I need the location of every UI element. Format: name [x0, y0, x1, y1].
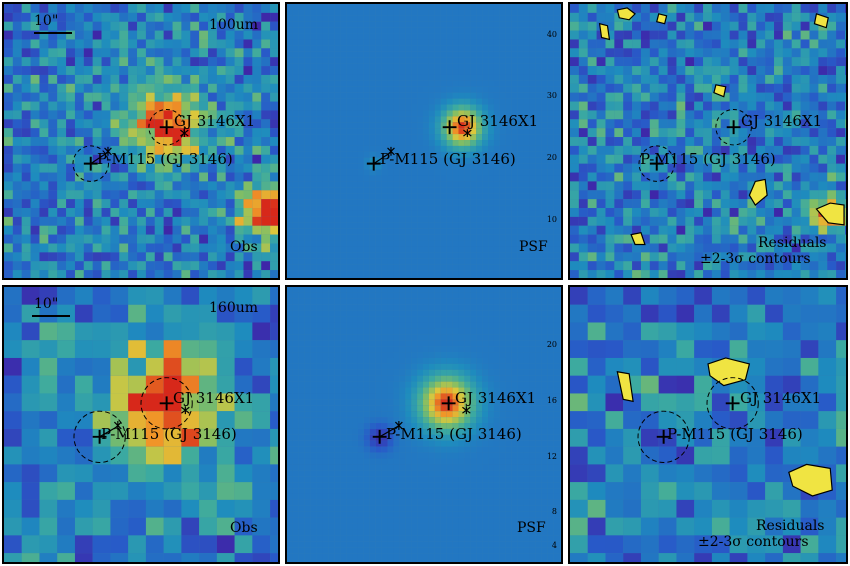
- scale-bar: [32, 315, 70, 317]
- source-label-gj3146x1: GJ 3146X1: [173, 389, 255, 407]
- contours: [598, 7, 845, 246]
- band-label: 100um: [209, 17, 259, 33]
- y-tick: 4: [551, 541, 557, 550]
- scale-bar-label: 10": [34, 296, 59, 312]
- panel-label-obs: Obs: [230, 239, 258, 255]
- source-label-pm115: P-M115 (GJ 3146): [640, 150, 776, 168]
- source-markers: [73, 377, 193, 463]
- y-tick: 20: [546, 340, 557, 349]
- obs-image-160um: [4, 287, 278, 562]
- source-label-pm115: P-M115 (GJ 3146): [380, 150, 516, 168]
- source-markers: [72, 108, 189, 182]
- source-label-gj3146x1: GJ 3146X1: [457, 112, 539, 130]
- source-label-pm115: P-M115 (GJ 3146): [97, 150, 233, 168]
- y-tick: 16: [546, 396, 557, 405]
- source-label-gj3146x1: GJ 3146X1: [174, 112, 256, 130]
- panel-label-psf: PSF: [519, 239, 548, 255]
- obs-image-100um: [4, 4, 278, 278]
- panel-label-obs: Obs: [230, 520, 258, 536]
- contour-note: ±2-3σ contours: [698, 534, 809, 550]
- source-markers: [366, 120, 472, 171]
- psf-model-100um: [287, 4, 561, 278]
- residual-panel-100um: GJ 3146X1 P-M115 (GJ 3146) Residuals ±2-…: [568, 2, 848, 280]
- obs-panel-160um: 10" 160um Obs GJ 3146X1 P-M115 (GJ 3146): [2, 285, 280, 564]
- contour-note: ±2-3σ contours: [700, 251, 811, 267]
- panel-label-psf: PSF: [517, 520, 546, 536]
- y-tick: 20: [546, 153, 557, 162]
- source-label-gj3146x1: GJ 3146X1: [455, 389, 537, 407]
- y-tick: 30: [546, 91, 557, 100]
- obs-panel-100um: 10" 100um Obs GJ 3146X1 P-M115 (GJ 3146): [2, 2, 280, 280]
- psf-panel-100um: 40 30 20 10 PSF GJ 3146X1 P-M115 (GJ 314…: [285, 2, 563, 280]
- y-tick: 12: [546, 452, 557, 461]
- scale-bar: [34, 32, 72, 34]
- source-markers: [372, 396, 471, 444]
- panel-label-residuals: Residuals: [756, 518, 825, 534]
- residual-panel-160um: GJ 3146X1 P-M115 (GJ 3146) Residuals ±2-…: [568, 285, 848, 564]
- source-label-pm115: P-M115 (GJ 3146): [667, 425, 803, 443]
- psf-model-160um: [287, 287, 561, 562]
- y-tick: 10: [546, 215, 557, 224]
- source-label-gj3146x1: GJ 3146X1: [741, 112, 823, 130]
- source-label-pm115: P-M115 (GJ 3146): [101, 425, 237, 443]
- scale-bar-label: 10": [34, 13, 59, 29]
- psf-panel-160um: 20 16 12 8 4 PSF GJ 3146X1 P-M115 (GJ 31…: [285, 285, 563, 564]
- y-tick: 40: [546, 30, 557, 39]
- contours: [616, 357, 833, 497]
- y-tick: 8: [551, 507, 557, 516]
- panel-label-residuals: Residuals: [758, 235, 827, 251]
- source-label-gj3146x1: GJ 3146X1: [740, 389, 822, 407]
- band-label: 160um: [209, 300, 259, 316]
- source-label-pm115: P-M115 (GJ 3146): [386, 425, 522, 443]
